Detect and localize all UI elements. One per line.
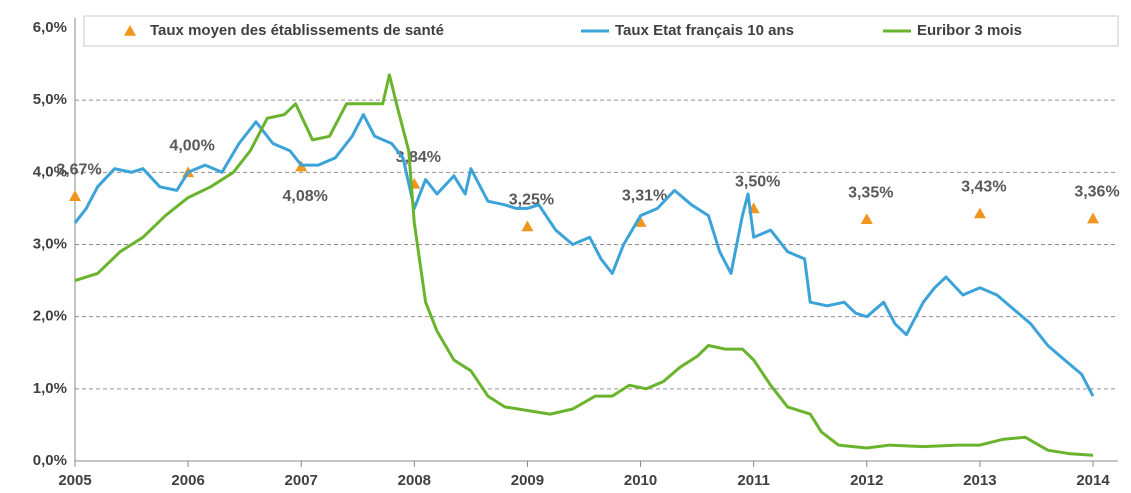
- marker: [1087, 212, 1099, 224]
- marker: [69, 190, 81, 201]
- value-label: 4,00%: [169, 138, 214, 155]
- x-tick-label: 2012: [850, 472, 883, 489]
- legend-label: Euribor 3 mois: [917, 22, 1022, 39]
- marker: [973, 207, 986, 219]
- marker: [521, 220, 534, 232]
- y-tick-label: 3,0%: [33, 235, 67, 252]
- line: [74, 73, 1094, 457]
- x-tick-label: 2008: [398, 472, 431, 489]
- x-tick-label: 2013: [963, 472, 996, 489]
- x-tick-label: 2010: [624, 472, 657, 489]
- y-tick-label: 2,0%: [33, 308, 67, 325]
- y-tick-label: 1,0%: [33, 380, 67, 397]
- legend-label: Taux moyen des établissements de santé: [150, 22, 444, 39]
- value-label: 4,08%: [283, 188, 328, 205]
- y-tick-label: 4,0%: [33, 163, 67, 180]
- x-tick-label: 2009: [511, 472, 544, 489]
- value-label: 3,43%: [961, 179, 1006, 196]
- value-label: 3,67%: [56, 161, 101, 178]
- line: [73, 113, 1095, 397]
- marker: [860, 213, 873, 225]
- legend-marker: [124, 25, 136, 36]
- value-label: 3,36%: [1074, 184, 1119, 201]
- value-label: 3,35%: [848, 184, 893, 201]
- marker: [634, 216, 647, 227]
- x-tick-label: 2014: [1076, 472, 1110, 489]
- y-tick-label: 6,0%: [33, 19, 67, 36]
- x-tick-label: 2011: [737, 472, 770, 489]
- value-label: 3,31%: [622, 187, 667, 204]
- y-tick-label: 5,0%: [33, 91, 67, 108]
- legend-label: Taux Etat français 10 ans: [615, 22, 794, 39]
- y-tick-label: 0,0%: [33, 452, 67, 469]
- value-label: 3,50%: [735, 174, 780, 191]
- value-label: 3,25%: [509, 192, 554, 209]
- value-label: 3,84%: [396, 149, 441, 166]
- x-tick-label: 2005: [58, 472, 91, 489]
- x-tick-label: 2006: [171, 472, 204, 489]
- x-tick-label: 2007: [285, 472, 318, 489]
